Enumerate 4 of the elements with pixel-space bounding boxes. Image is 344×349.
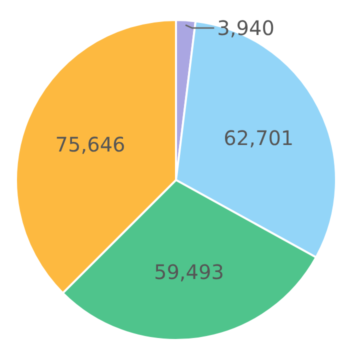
data-label: 62,701 [224, 126, 294, 150]
data-label: 3,940 [217, 16, 274, 40]
data-label: 59,493 [154, 260, 224, 284]
data-label: 75,646 [55, 132, 126, 156]
